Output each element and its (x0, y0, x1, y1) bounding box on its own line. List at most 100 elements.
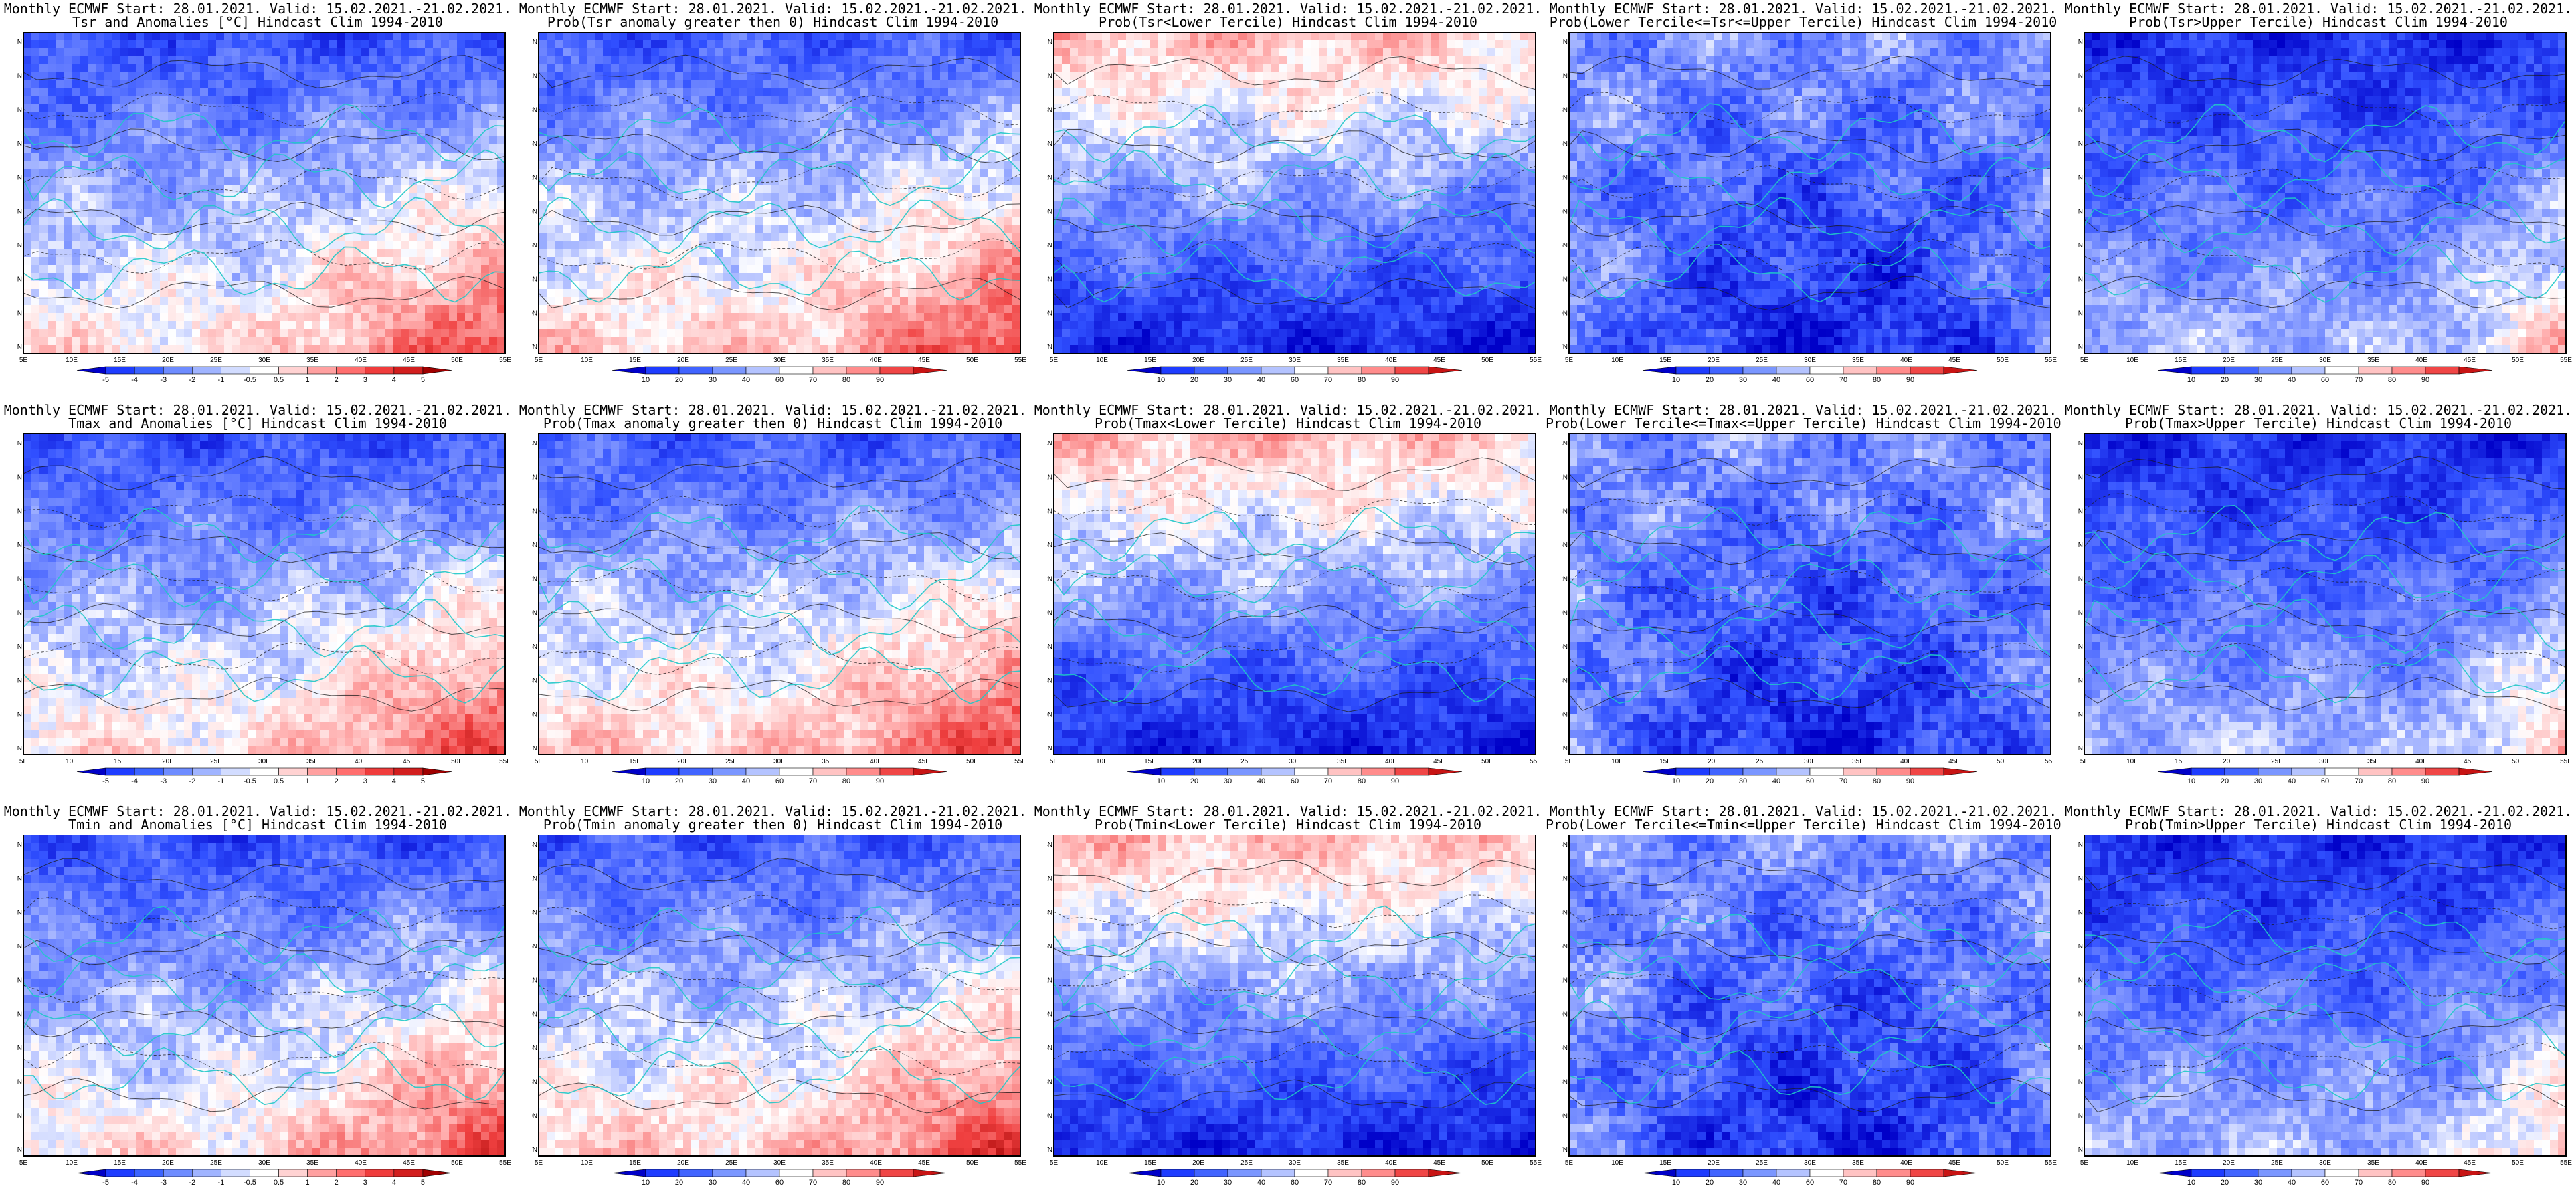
lat-label: 27N (2078, 1146, 2083, 1154)
forecast-map: 54N51N48N45N42N39N36N33N30N27N5E10E15E20… (17, 433, 511, 785)
colorbar-label: 40 (2288, 376, 2296, 384)
lon-label: 30E (2319, 357, 2331, 364)
lon-label: 40E (2415, 357, 2427, 364)
colorbar-label: 70 (2355, 1179, 2363, 1187)
lat-label: 48N (1047, 508, 1052, 515)
colorbar-label: 3 (363, 1179, 367, 1187)
colorbar-label: 20 (1706, 777, 1714, 785)
colorbar-label: 90 (2421, 376, 2429, 384)
colorbar-label: 40 (742, 1179, 750, 1187)
lon-label: 10E (1096, 357, 1108, 364)
lat-label: 45N (17, 542, 22, 549)
forecast-map: 54N51N48N45N42N39N36N33N30N27N5E10E15E20… (532, 835, 1026, 1187)
contour-lines (23, 858, 506, 1112)
panel-title-line1: Monthly ECMWF Start: 28.01.2021. Valid: … (0, 403, 515, 417)
colorbar-label: 80 (1873, 376, 1881, 384)
lon-label: 5E (535, 357, 543, 364)
lat-label: 30N (1047, 310, 1052, 317)
map-panel-tsr-prob-upper: Monthly ECMWF Start: 28.01.2021. Valid: … (2061, 0, 2576, 401)
lon-label: 30E (1804, 1159, 1816, 1167)
map-panel-tmax-prob-lower: Monthly ECMWF Start: 28.01.2021. Valid: … (1030, 401, 1546, 803)
panel-title-line2: Prob(Tmin>Upper Tercile) Hindcast Clim 1… (2061, 817, 2576, 832)
lon-label: 35E (822, 758, 834, 765)
colorbar-label: -0.5 (244, 777, 256, 785)
lat-label: 45N (17, 140, 22, 148)
colorbar-label: 30 (1224, 376, 1232, 384)
forecast-map: 54N51N48N45N42N39N36N33N30N27N5E10E15E20… (532, 32, 1026, 384)
lon-label: 45E (1433, 357, 1445, 364)
colorbar-label: 90 (1906, 1179, 1914, 1187)
lon-label: 15E (1144, 1159, 1156, 1167)
lon-label: 40E (2415, 758, 2427, 765)
colorbar-label: 1 (306, 1179, 310, 1187)
lat-label: 48N (532, 909, 537, 916)
colorbar-label: 20 (2221, 376, 2229, 384)
panel-title-line2: Prob(Tsr>Upper Tercile) Hindcast Clim 19… (2061, 15, 2576, 29)
lat-label: 27N (1047, 1146, 1052, 1154)
lat-label: 51N (532, 474, 537, 482)
lat-label: 36N (1562, 1045, 1568, 1052)
lon-label: 35E (1852, 758, 1864, 765)
lon-label: 20E (162, 357, 174, 364)
colorbar-label: -2 (189, 777, 195, 785)
colorbar-label: 20 (1190, 777, 1198, 785)
colorbar-label: 40 (742, 777, 750, 785)
lat-label: 36N (1047, 242, 1052, 249)
lon-label: 45E (2464, 357, 2476, 364)
colorbar: 10 20 30 40 60 70 80 90 (612, 1169, 947, 1187)
lat-label: 42N (2078, 977, 2083, 985)
lat-label: 33N (1562, 678, 1568, 685)
colorbar-label: 80 (1873, 1179, 1881, 1187)
lon-label: 15E (1659, 357, 1671, 364)
lon-label: 30E (773, 357, 786, 364)
lon-label: 35E (1337, 357, 1349, 364)
lat-label: 30N (2078, 1112, 2083, 1120)
lon-label: 55E (2045, 357, 2057, 364)
lon-label: 25E (1240, 357, 1253, 364)
lat-label: 51N (17, 73, 22, 80)
lat-label: 33N (1047, 276, 1052, 284)
colorbar-label: 70 (809, 777, 817, 785)
lat-label: 48N (1562, 508, 1568, 515)
lat-label: 39N (532, 609, 537, 617)
lat-label: 30N (17, 310, 22, 317)
lon-label: 30E (1289, 357, 1301, 364)
lon-label: 10E (1096, 758, 1108, 765)
lon-label: 10E (2126, 357, 2138, 364)
lat-label: 27N (532, 745, 537, 752)
lat-label: 30N (532, 310, 537, 317)
lat-label: 45N (1047, 542, 1052, 549)
lat-label: 33N (1562, 1079, 1568, 1086)
lat-label: 39N (17, 1011, 22, 1018)
lon-label: 15E (1144, 758, 1156, 765)
map-panel-tmax-prob-upper: Monthly ECMWF Start: 28.01.2021. Valid: … (2061, 401, 2576, 803)
lat-label: 48N (2078, 508, 2083, 515)
lat-label: 33N (532, 678, 537, 685)
lon-label: 40E (2415, 1159, 2427, 1167)
colorbar-label: 2 (335, 777, 339, 785)
lon-label: 5E (2080, 758, 2089, 765)
lon-label: 40E (870, 357, 882, 364)
colorbar-label: 10 (642, 777, 650, 785)
colorbar-label: 20 (1190, 1179, 1198, 1187)
panel-title-line1: Monthly ECMWF Start: 28.01.2021. Valid: … (515, 1, 1030, 16)
forecast-map: 54N51N48N45N42N39N36N33N30N27N5E10E15E20… (1047, 835, 1542, 1187)
colorbar-label: 90 (1391, 1179, 1399, 1187)
lon-label: 40E (1385, 1159, 1397, 1167)
lat-label: 54N (2078, 841, 2083, 849)
lon-label: 15E (1659, 758, 1671, 765)
panel-title-line2: Prob(Tmax anomaly greater then 0) Hindca… (515, 416, 1030, 431)
lon-label: 50E (1481, 758, 1493, 765)
lon-label: 10E (1611, 758, 1623, 765)
colorbar-label: 70 (1839, 1179, 1847, 1187)
contour-lines (538, 858, 1021, 1114)
lon-label: 50E (2512, 357, 2524, 364)
lat-label: 39N (532, 1011, 537, 1018)
lat-label: 39N (17, 208, 22, 215)
panel-title-line1: Monthly ECMWF Start: 28.01.2021. Valid: … (1546, 804, 2061, 819)
colorbar: 10 20 30 40 60 70 80 90 (2157, 767, 2493, 785)
lat-label: 48N (17, 909, 22, 916)
colorbar-label: 10 (1157, 777, 1165, 785)
lat-label: 42N (532, 175, 537, 182)
lon-label: 40E (1900, 758, 1912, 765)
